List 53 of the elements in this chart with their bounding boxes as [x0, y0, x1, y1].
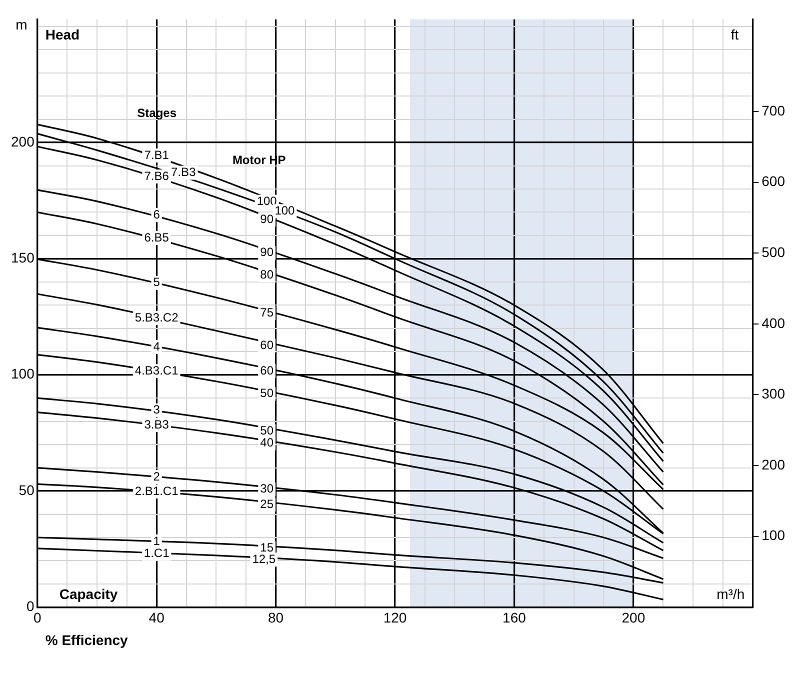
annotation: 5.B3.C2 [134, 310, 179, 324]
annotation: 6.B5 [144, 230, 170, 244]
annotation: 30 [260, 482, 274, 496]
y2-tick-label: 200 [762, 456, 786, 472]
x-tick-label: 40 [148, 609, 165, 626]
annotation: 4.B3.C1 [134, 363, 179, 378]
annotation: 3 [153, 402, 160, 417]
annotation: 3.B3 [144, 417, 170, 432]
text: % Efficiency [45, 632, 128, 648]
y-tick-label: 150 [11, 250, 35, 266]
annotation: 7.B1 [144, 148, 170, 162]
annotation: 60 [260, 338, 274, 352]
annotation: 75 [260, 306, 274, 320]
x-tick-label: 200 [622, 609, 646, 626]
annotation: Head [45, 26, 80, 42]
annotation: 100 [274, 203, 296, 218]
x-tick-label: 120 [383, 609, 407, 626]
y2-tick-label: 700 [762, 102, 786, 118]
annotation: 90 [260, 212, 274, 226]
y2-tick-label: 500 [762, 244, 786, 260]
x-tick-label: 160 [502, 609, 526, 626]
annotation: 40 [260, 436, 274, 450]
x-axis-title: m³/h [716, 586, 745, 602]
y-tick-label: 0 [26, 598, 35, 614]
annotation: 12,5 [252, 552, 276, 566]
annotation: 7.B3 [171, 165, 196, 180]
annotation: 25 [260, 496, 274, 511]
annotation: 60 [260, 363, 274, 378]
annotation: 50 [260, 423, 274, 438]
annotation: 15 [260, 540, 274, 554]
y2-axis-title: ft [730, 26, 739, 42]
annotation: 1 [153, 534, 160, 548]
y-tick-label: 50 [18, 482, 35, 498]
annotation: 2.B1.C1 [134, 484, 179, 498]
annotation: 7.B6 [144, 168, 170, 183]
y-tick-label: 100 [11, 366, 35, 382]
annotation: 80 [260, 267, 274, 282]
annotation: Capacity [59, 586, 118, 602]
y-axis-title: m [16, 16, 28, 32]
y-tick-label: 200 [11, 133, 35, 150]
annotation: 2 [153, 469, 160, 484]
annotation: 6 [153, 207, 160, 222]
annotation: 1.C1 [144, 546, 170, 560]
y2-tick-label: 400 [762, 314, 786, 331]
y2-tick-label: 300 [762, 386, 786, 402]
x-tick-label: 80 [268, 609, 284, 626]
y2-tick-label: 100 [762, 527, 786, 544]
annotation: 90 [260, 245, 274, 260]
annotation: 50 [260, 386, 274, 400]
annotation: 4 [153, 339, 160, 354]
annotation: 5 [153, 275, 160, 290]
annotation: 100 [256, 194, 278, 208]
y2-tick-label: 600 [762, 173, 786, 190]
